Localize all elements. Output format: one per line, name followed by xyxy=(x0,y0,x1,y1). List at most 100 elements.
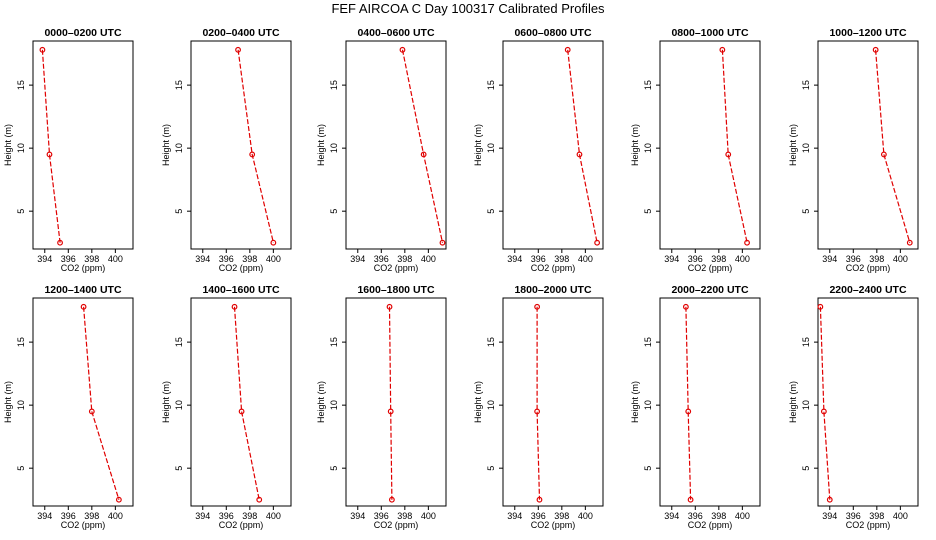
y-axis-label: Height (m) xyxy=(161,381,171,423)
x-tick-label: 394 xyxy=(507,511,522,521)
y-tick-label: 10 xyxy=(643,400,653,410)
y-axis-label: Height (m) xyxy=(630,381,640,423)
data-point xyxy=(46,151,53,158)
data-point xyxy=(594,239,601,246)
x-tick-label: 394 xyxy=(822,511,837,521)
x-tick-label: 398 xyxy=(242,511,257,521)
data-point xyxy=(439,239,446,246)
data-point xyxy=(235,46,241,53)
data-point xyxy=(725,151,732,158)
data-point xyxy=(534,408,541,415)
x-tick-label: 398 xyxy=(84,254,99,264)
panel-title: 0200–0400 UTC xyxy=(202,27,279,39)
y-tick-label: 15 xyxy=(801,80,811,90)
panel-title: 2200–2400 UTC xyxy=(829,284,906,296)
y-tick-label: 5 xyxy=(174,466,184,471)
data-point xyxy=(880,151,887,158)
x-tick-label: 396 xyxy=(219,511,234,521)
x-axis-label: CO2 (ppm) xyxy=(688,263,733,273)
data-point xyxy=(817,303,824,310)
panel-8: 1400–1600 UTC 394 396 398 400 5 10 15 CO2 (ppm) H… xyxy=(161,284,292,530)
y-tick-label: 15 xyxy=(486,337,496,347)
profile-line xyxy=(233,306,260,500)
x-tick-label: 400 xyxy=(421,254,436,264)
data-point xyxy=(534,303,541,310)
y-tick-label: 10 xyxy=(329,143,339,153)
x-axis-label: CO2 (ppm) xyxy=(61,520,106,530)
x-tick-label: 398 xyxy=(869,254,884,264)
x-tick-label: 400 xyxy=(421,511,436,521)
y-tick-label: 10 xyxy=(174,143,184,153)
y-tick-label: 10 xyxy=(174,400,184,410)
panel-12: 2200–2400 UTC 394 396 398 400 5 10 15 CO2 (ppm) H… xyxy=(788,284,919,530)
data-point xyxy=(536,496,543,503)
profile-line xyxy=(388,306,393,500)
x-tick-label: 396 xyxy=(846,511,861,521)
data-point xyxy=(420,151,427,158)
y-axis-label: Height (m) xyxy=(316,381,326,423)
y-tick-label: 5 xyxy=(801,209,811,214)
x-tick-label: 396 xyxy=(846,254,861,264)
x-tick-label: 398 xyxy=(554,254,569,264)
data-point xyxy=(744,239,750,246)
profile-line xyxy=(41,49,61,243)
x-tick-label: 400 xyxy=(735,254,750,264)
plot-frame xyxy=(190,297,292,507)
panel-3: 0400–0600 UTC 394 396 398 400 5 10 15 CO2 (ppm) H… xyxy=(316,27,447,273)
y-axis-label: Height (m) xyxy=(630,124,640,166)
plot-frame xyxy=(817,40,919,250)
plot-frame xyxy=(190,40,292,250)
x-tick-label: 400 xyxy=(108,511,123,521)
plot-frame xyxy=(659,40,761,250)
x-tick-label: 396 xyxy=(61,511,76,521)
y-tick-label: 15 xyxy=(16,80,26,90)
x-axis-label: CO2 (ppm) xyxy=(531,520,576,530)
y-tick-label: 15 xyxy=(16,337,26,347)
x-tick-label: 394 xyxy=(664,254,679,264)
profile-line xyxy=(721,49,748,243)
x-tick-label: 396 xyxy=(531,511,546,521)
x-tick-label: 398 xyxy=(397,511,412,521)
data-point xyxy=(39,46,46,53)
y-axis-label: Height (m) xyxy=(473,124,483,166)
y-tick-label: 10 xyxy=(16,400,26,410)
data-point xyxy=(270,239,277,246)
y-tick-label: 15 xyxy=(486,80,496,90)
data-point xyxy=(386,303,393,310)
x-tick-label: 396 xyxy=(688,254,703,264)
x-tick-label: 400 xyxy=(893,254,908,264)
y-tick-label: 10 xyxy=(329,400,339,410)
x-tick-label: 394 xyxy=(37,254,52,264)
data-point xyxy=(564,46,571,53)
x-tick-label: 394 xyxy=(350,511,365,521)
x-tick-label: 400 xyxy=(108,254,123,264)
y-tick-label: 5 xyxy=(486,466,496,471)
y-tick-label: 10 xyxy=(486,400,496,410)
profile-line xyxy=(819,306,831,500)
panel-title: 0000–0200 UTC xyxy=(44,27,121,39)
y-tick-label: 10 xyxy=(801,143,811,153)
x-tick-label: 394 xyxy=(350,254,365,264)
y-tick-label: 10 xyxy=(801,400,811,410)
plot-frame xyxy=(32,297,134,507)
panel-title: 2000–2200 UTC xyxy=(671,284,748,296)
data-point xyxy=(256,496,263,503)
plot-frame xyxy=(817,297,919,507)
x-tick-label: 400 xyxy=(735,511,750,521)
plot-frame xyxy=(502,297,604,507)
x-tick-label: 398 xyxy=(711,254,726,264)
panel-10: 1800–2000 UTC 394 396 398 400 5 10 15 CO2 (ppm) H… xyxy=(473,284,604,530)
x-axis-label: CO2 (ppm) xyxy=(846,520,891,530)
panel-title: 1600–1800 UTC xyxy=(357,284,434,296)
data-point xyxy=(682,303,689,310)
data-point xyxy=(685,408,692,415)
y-tick-label: 5 xyxy=(16,466,26,471)
y-tick-label: 15 xyxy=(643,80,653,90)
y-tick-label: 5 xyxy=(329,209,339,214)
y-tick-label: 15 xyxy=(801,337,811,347)
panel-1: 0000–0200 UTC 394 396 398 400 5 10 15 CO2 (ppm) H… xyxy=(3,27,134,273)
panel-7: 1200–1400 UTC 394 396 398 400 5 10 15 CO2 (ppm) H… xyxy=(3,284,134,530)
data-point xyxy=(872,46,879,53)
panel-6: 1000–1200 UTC 394 396 398 400 5 10 15 CO2 (ppm) H… xyxy=(788,27,919,273)
x-tick-label: 398 xyxy=(242,254,257,264)
